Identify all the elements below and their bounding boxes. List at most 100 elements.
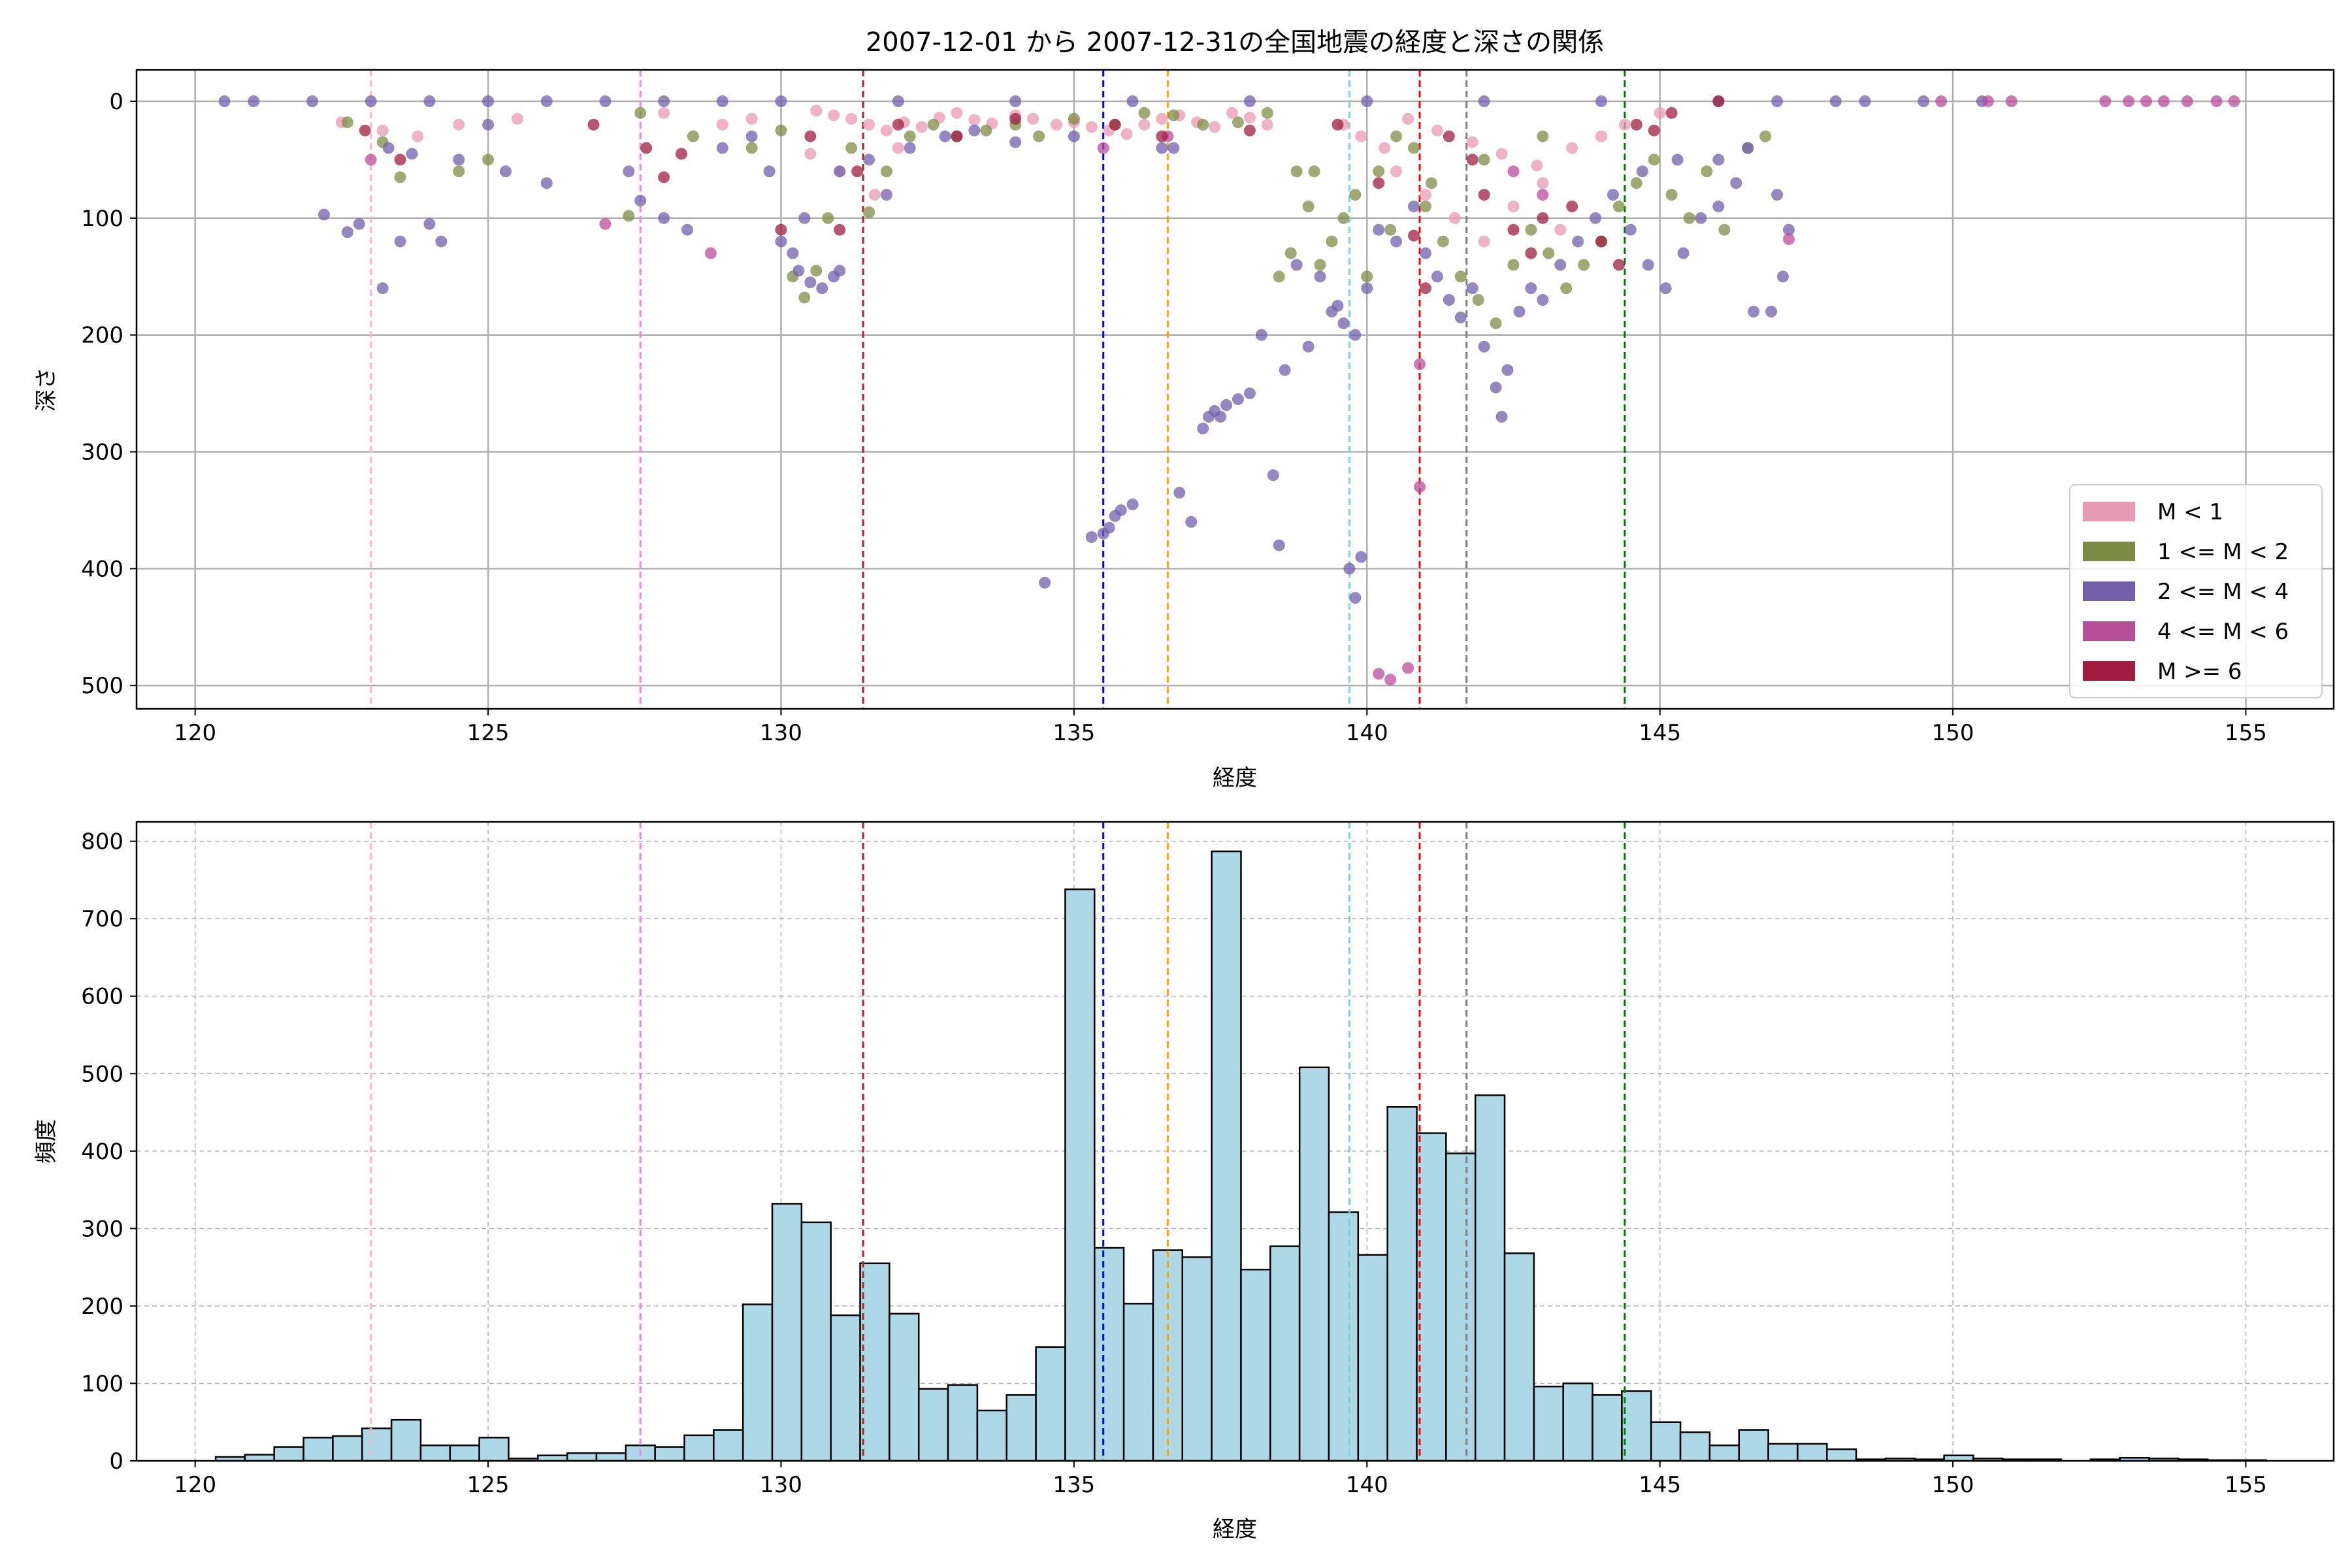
scatter-point	[435, 235, 448, 248]
histogram-bar	[1181, 1256, 1213, 1462]
scatter-point	[863, 206, 875, 218]
scatter-point	[482, 118, 495, 131]
histogram-bar	[1269, 1245, 1301, 1462]
scatter-point	[880, 165, 892, 178]
scatter-point	[365, 95, 377, 107]
legend-label: 4 <= M < 6	[2157, 619, 2289, 645]
scatter-point	[1525, 247, 1537, 259]
scatter-point	[1308, 165, 1320, 178]
scatter-point	[1612, 200, 1625, 212]
scatter-point	[412, 130, 424, 142]
scatter-point	[980, 124, 992, 137]
legend: M < 1 1 <= M < 2 2 <= M < 4 4 <= M < 6 M >= …	[2069, 484, 2323, 698]
histogram-bar	[273, 1446, 304, 1462]
histogram-bar	[1445, 1152, 1477, 1462]
scatter-point	[1361, 270, 1373, 283]
scatter-point	[1168, 109, 1180, 122]
histogram-bar	[595, 1452, 627, 1462]
scatter-point	[2210, 95, 2223, 107]
scatter-point	[394, 154, 406, 166]
scatter-point	[1712, 200, 1725, 212]
scatter-point	[1273, 539, 1285, 551]
histogram-bar	[1035, 1346, 1066, 1462]
x-tick-label: 155	[2225, 720, 2267, 746]
scatter-point	[775, 95, 787, 107]
scatter-point	[1566, 142, 1578, 154]
x-tick-label: 155	[2225, 1472, 2267, 1498]
histogram-bar	[361, 1427, 393, 1462]
scatter-point	[1373, 165, 1385, 178]
legend-label: 1 <= M < 2	[2157, 539, 2289, 565]
scatter-point	[763, 165, 776, 178]
scatter-point	[804, 148, 817, 160]
histogram-chart: 120 125 130 135 140 145 150 155 0 100 200 300 400 50…	[33, 821, 2335, 1543]
scatter-point	[968, 124, 981, 137]
scatter-point	[1331, 118, 1344, 131]
histogram-bar	[1064, 888, 1096, 1462]
scatter-point	[1590, 212, 1602, 224]
legend-swatch	[2083, 502, 2135, 521]
histogram-bar	[917, 1388, 949, 1462]
scatter-point	[1982, 95, 1994, 107]
histogram-bar	[302, 1437, 334, 1462]
histogram-bar	[1298, 1066, 1330, 1462]
y-tick-label: 300	[81, 1216, 123, 1242]
scatter-point	[1683, 212, 1695, 224]
scatter-point	[834, 265, 846, 277]
scatter-point	[1454, 270, 1467, 283]
scatter-point	[1771, 95, 1784, 107]
histogram-x-axis-label: 経度	[1213, 1516, 1257, 1543]
histogram-reference-lines	[370, 822, 1626, 1461]
histogram-bar	[1562, 1382, 1593, 1462]
scatter-point	[1490, 382, 1502, 394]
scatter-point	[1677, 247, 1690, 259]
scatter-point	[1220, 399, 1233, 411]
x-tick-label: 125	[467, 1472, 510, 1498]
scatter-point	[834, 223, 846, 236]
scatter-point	[1554, 259, 1567, 271]
histogram-bar	[390, 1418, 422, 1462]
scatter-point	[745, 130, 758, 142]
scatter-point	[453, 154, 465, 166]
scatter-point	[1408, 200, 1420, 212]
scatter-point	[1156, 130, 1168, 142]
scatter-point	[658, 171, 670, 184]
scatter-point	[540, 177, 553, 189]
scatter-point	[1033, 130, 1045, 142]
histogram-bar	[1122, 1303, 1154, 1462]
scatter-point	[804, 130, 817, 142]
scatter-point	[816, 282, 828, 295]
legend-label: M < 1	[2157, 499, 2223, 525]
scatter-point	[1537, 130, 1549, 142]
y-tick-label: 600	[81, 984, 123, 1010]
scatter-point	[1595, 130, 1607, 142]
scatter-point	[1771, 189, 1784, 201]
scatter-point	[1419, 282, 1431, 295]
scatter-point	[1572, 235, 1584, 248]
x-tick-label: 130	[760, 1472, 802, 1498]
scatter-x-axis-label: 経度	[1213, 765, 1257, 791]
scatter-point	[1765, 305, 1778, 318]
scatter-point	[939, 130, 951, 142]
scatter-point	[1537, 189, 1549, 201]
scatter-point	[1384, 674, 1397, 686]
scatter-point	[1413, 358, 1426, 370]
scatter-point	[2140, 95, 2153, 107]
scatter-point	[1009, 136, 1022, 148]
histogram-y-ticks: 0 100 200 300 400 500 600 700 800	[81, 829, 137, 1475]
histogram-x-ticks: 120 125 130 135 140 145 150 155	[174, 1461, 2267, 1498]
scatter-point	[1630, 118, 1642, 131]
scatter-point	[1665, 189, 1678, 201]
scatter-point	[1109, 118, 1121, 131]
histogram-bar	[683, 1434, 715, 1462]
scatter-point	[1290, 259, 1303, 271]
scatter-point	[1243, 124, 1256, 137]
scatter-point	[511, 112, 523, 125]
scatter-point	[2181, 95, 2193, 107]
histogram-bar	[654, 1446, 685, 1462]
histogram-bar	[1474, 1094, 1506, 1462]
scatter-point	[892, 118, 904, 131]
histogram-bar	[859, 1262, 890, 1462]
scatter-point	[482, 154, 495, 166]
scatter-point	[1543, 247, 1555, 259]
